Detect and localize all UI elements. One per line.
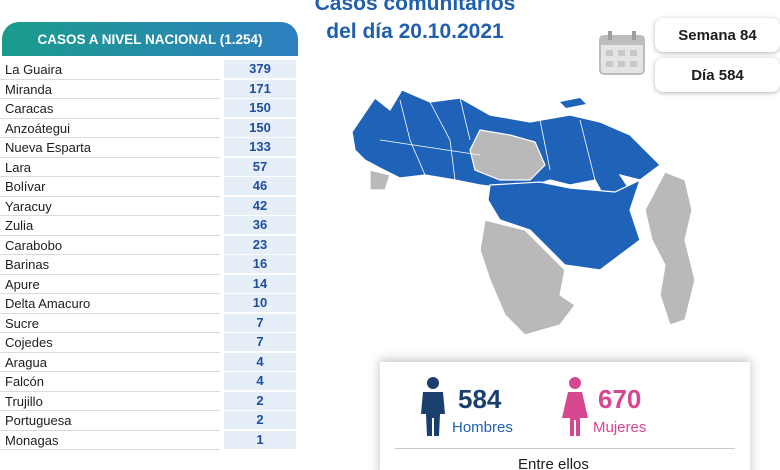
- divider: [395, 448, 735, 449]
- row-line: [0, 312, 220, 314]
- state-name: La Guaira: [5, 62, 63, 77]
- footer-text: Entre ellos: [518, 456, 589, 470]
- table-row: Yaracuy 42: [0, 196, 300, 216]
- case-count: 7: [224, 313, 296, 332]
- table-row: Sucre 7: [0, 313, 300, 333]
- title-line: Casos comunitarios: [314, 0, 516, 15]
- state-name: Trujillo: [5, 393, 43, 409]
- table-row: Monagas 1: [0, 430, 300, 450]
- map: [351, 89, 696, 336]
- state-name: Caracas: [5, 101, 54, 116]
- state-name: Aragua: [5, 354, 47, 370]
- men-count: 584: [458, 384, 502, 414]
- title-line: del día 20.10.2021: [326, 20, 504, 43]
- case-count: 150: [224, 118, 296, 137]
- table-header: CASOS A NIVEL NACIONAL (1.254): [2, 22, 298, 56]
- row-line: [0, 156, 220, 158]
- case-count: 36: [224, 216, 296, 234]
- row-line: [0, 254, 220, 255]
- state-name: Zulia: [5, 218, 34, 233]
- table-row: Anzoátegui 150: [0, 118, 300, 138]
- case-count: 46: [224, 177, 296, 195]
- row-line: [0, 429, 220, 431]
- case-count: 1: [224, 430, 296, 449]
- case-count: 133: [224, 138, 296, 156]
- women-count: 670: [598, 384, 642, 414]
- table-row: Miranda 171: [0, 79, 300, 99]
- row-line: [0, 78, 220, 80]
- table-row: Trujillo 2: [0, 391, 300, 411]
- row-line: [0, 449, 220, 450]
- row-line: [0, 117, 220, 119]
- state-name: Monagas: [5, 432, 59, 448]
- table-row: Carabobo 23: [0, 235, 300, 255]
- row-line: [0, 234, 220, 236]
- case-count: 4: [224, 372, 296, 390]
- case-count: 57: [224, 157, 296, 176]
- gender-panel: 584 Hombres 670 Mujeres Entre ellos: [380, 362, 750, 470]
- woman-icon: [562, 377, 588, 436]
- man-icon: [421, 377, 445, 436]
- state-name: Apure: [5, 276, 40, 292]
- case-count: 10: [224, 294, 296, 312]
- day-pill: Día 584: [655, 58, 780, 92]
- table-row: Apure 14: [0, 274, 300, 294]
- state-name: Sucre: [5, 315, 39, 331]
- men-label: Hombres: [452, 419, 513, 436]
- table-row: Barinas 16: [0, 255, 300, 275]
- case-count: 42: [224, 196, 296, 215]
- case-count: 14: [224, 274, 296, 293]
- table-row: Bolívar 46: [0, 177, 300, 197]
- state-name: Delta Amacuro: [5, 296, 91, 311]
- state-name: Falcón: [5, 374, 45, 389]
- table-row: Lara 57: [0, 157, 300, 177]
- row-line: [0, 98, 220, 99]
- case-count: 171: [224, 79, 296, 98]
- state-name: Carabobo: [5, 237, 63, 253]
- table-row: Delta Amacuro 10: [0, 294, 300, 314]
- case-count: 379: [224, 60, 296, 78]
- row-line: [0, 273, 220, 275]
- state-name: Lara: [5, 159, 32, 175]
- row-line: [0, 390, 220, 392]
- row-line: [0, 176, 220, 177]
- table-row: Cojedes 7: [0, 333, 300, 353]
- case-count: 2: [224, 391, 296, 410]
- state-name: Yaracuy: [5, 198, 52, 214]
- state-name: Portuguesa: [5, 413, 72, 428]
- table-row: Falcón 4: [0, 372, 300, 392]
- state-name: Anzoátegui: [5, 120, 71, 136]
- case-count: 7: [224, 333, 296, 351]
- table-row: Portuguesa 2: [0, 411, 300, 431]
- row-line: [0, 371, 220, 372]
- state-name: Miranda: [5, 81, 52, 97]
- row-line: [0, 215, 220, 216]
- row-line: [0, 332, 220, 333]
- row-line: [0, 351, 220, 353]
- state-name: Nueva Esparta: [5, 140, 91, 155]
- state-name: Bolívar: [5, 179, 46, 194]
- week-pill: Semana 84: [655, 18, 780, 52]
- case-count: 23: [224, 235, 296, 254]
- row-line: [0, 293, 220, 294]
- table-row: La Guaira 379: [0, 60, 300, 80]
- row-line: [0, 137, 220, 138]
- calendar-icon: [599, 31, 645, 75]
- state-name: Barinas: [5, 257, 50, 272]
- table-row: Nueva Esparta 133: [0, 138, 300, 158]
- table-row: Zulia 36: [0, 216, 300, 236]
- case-count: 16: [224, 255, 296, 273]
- case-count: 4: [224, 352, 296, 371]
- table-row: Caracas 150: [0, 99, 300, 119]
- case-count: 2: [224, 411, 296, 429]
- women-label: Mujeres: [593, 419, 647, 436]
- state-name: Cojedes: [5, 335, 53, 350]
- case-count: 150: [224, 99, 296, 117]
- row-line: [0, 410, 220, 411]
- table-row: Aragua 4: [0, 352, 300, 372]
- row-line: [0, 195, 220, 197]
